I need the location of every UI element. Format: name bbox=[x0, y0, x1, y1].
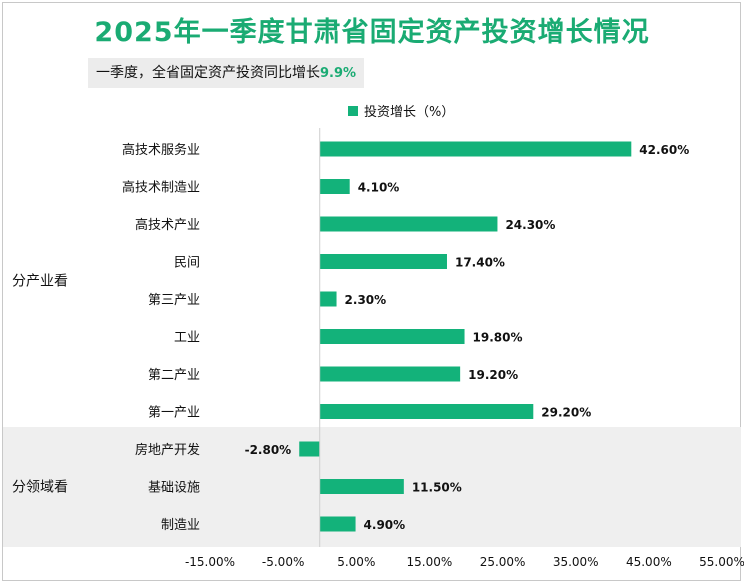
bar bbox=[319, 479, 404, 494]
category-label: 工业 bbox=[174, 331, 200, 346]
category-label: 制造业 bbox=[161, 518, 200, 533]
bar bbox=[319, 291, 337, 307]
chart-title: 2025年一季度甘肃省固定资产投资增长情况 bbox=[94, 17, 650, 48]
x-tick-label: -5.00% bbox=[262, 555, 304, 569]
x-tick-label: 35.00% bbox=[553, 555, 599, 569]
subtitle-box: 一季度，全省固定资产投资同比增长9.9% bbox=[88, 58, 365, 88]
category-label: 民间 bbox=[174, 256, 200, 271]
data-label: 24.30% bbox=[505, 218, 555, 232]
category-label: 基础设施 bbox=[148, 481, 200, 496]
bar bbox=[319, 141, 632, 157]
data-label: 19.80% bbox=[473, 331, 523, 345]
subtitle-text: 一季度，全省固定资产投资同比增长 bbox=[96, 65, 320, 81]
category-label: 房地产开发 bbox=[135, 442, 200, 458]
category-label: 第三产业 bbox=[148, 293, 200, 308]
legend-swatch bbox=[348, 106, 358, 116]
category-label: 第一产业 bbox=[148, 406, 200, 421]
data-label: 19.20% bbox=[468, 368, 518, 382]
bar bbox=[299, 441, 320, 457]
legend-label: 投资增长（%） bbox=[364, 104, 454, 120]
x-tick-label: 55.00% bbox=[699, 555, 744, 569]
x-tick-label: 45.00% bbox=[626, 555, 672, 569]
bar bbox=[319, 254, 447, 269]
data-label: 17.40% bbox=[455, 256, 505, 270]
group-label: 分产业看 bbox=[12, 273, 68, 289]
data-label: 42.60% bbox=[639, 143, 689, 157]
subtitle-value: 9.9% bbox=[320, 66, 357, 81]
category-label: 高技术产业 bbox=[135, 217, 200, 233]
bar bbox=[319, 216, 498, 232]
data-label: 2.30% bbox=[345, 293, 387, 307]
x-tick-label: 25.00% bbox=[480, 555, 526, 569]
x-tick-label: 15.00% bbox=[407, 555, 453, 569]
x-tick-label: -15.00% bbox=[185, 555, 235, 569]
data-label: 11.50% bbox=[412, 481, 462, 495]
x-tick-label: 5.00% bbox=[337, 555, 375, 569]
data-label: -2.80% bbox=[245, 443, 292, 457]
bar bbox=[319, 404, 534, 419]
data-label: 4.90% bbox=[364, 518, 406, 532]
category-label: 第二产业 bbox=[148, 368, 200, 383]
data-label: 4.10% bbox=[358, 181, 400, 195]
group-label: 分领域看 bbox=[12, 480, 68, 496]
category-label: 高技术服务业 bbox=[122, 142, 200, 158]
bar bbox=[319, 329, 465, 344]
bar bbox=[319, 366, 461, 382]
bar bbox=[319, 179, 350, 194]
data-label: 29.20% bbox=[541, 406, 591, 420]
bar bbox=[319, 516, 356, 532]
category-label: 高技术制造业 bbox=[122, 180, 200, 196]
